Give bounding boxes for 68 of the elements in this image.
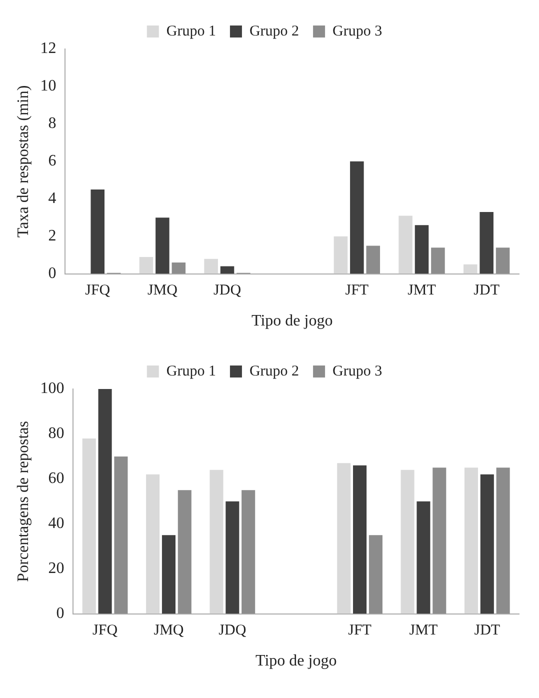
- bar: [334, 236, 348, 274]
- bar: [210, 470, 224, 614]
- bar: [178, 490, 192, 614]
- bar: [496, 248, 510, 274]
- bar: [463, 264, 478, 274]
- x-tick-label: JDT: [474, 282, 500, 299]
- bar: [162, 535, 176, 614]
- bar: [414, 225, 429, 274]
- bar: [398, 216, 412, 274]
- bar: [353, 465, 367, 614]
- bar: [146, 474, 160, 614]
- y-tick-label: 12: [40, 40, 56, 58]
- y-tick-label: 0: [48, 265, 56, 282]
- y-tick-label: 8: [48, 115, 56, 132]
- bar: [98, 389, 112, 614]
- bar: [464, 468, 478, 614]
- bar: [480, 212, 494, 274]
- y-axis-title: Porcentagens de repostas: [14, 420, 32, 582]
- bar: [220, 266, 234, 274]
- x-tick-label: JDT: [474, 622, 500, 639]
- legend-label: Grupo 1: [166, 363, 216, 380]
- x-tick-label: JMT: [409, 622, 438, 639]
- y-tick-label: 4: [48, 190, 56, 208]
- bar: [496, 468, 510, 614]
- bar: [226, 501, 240, 614]
- legend-label: Grupo 2: [249, 363, 300, 380]
- x-tick-label: JFQ: [85, 282, 110, 299]
- legend-label: Grupo 3: [332, 23, 382, 40]
- legend-label: Grupo 2: [249, 23, 300, 40]
- x-tick-label: JMQ: [147, 282, 178, 299]
- y-tick-label: 0: [56, 605, 64, 622]
- x-axis-title: Tipo de jogo: [252, 312, 333, 330]
- bar: [432, 468, 446, 614]
- bar: [156, 218, 170, 274]
- y-tick-label: 100: [40, 380, 64, 398]
- x-tick-label: JDQ: [218, 622, 246, 639]
- bar: [431, 248, 445, 274]
- y-tick-label: 80: [48, 425, 64, 442]
- bar: [90, 190, 105, 274]
- bar: [139, 256, 154, 274]
- y-axis-title: Taxa de respostas (min): [14, 85, 32, 238]
- y-tick-label: 6: [48, 152, 56, 170]
- x-tick-label: JFQ: [92, 622, 118, 639]
- x-tick-label: JMT: [408, 282, 436, 299]
- y-tick-label: 2: [48, 228, 56, 245]
- x-axis-title: Tipo de jogo: [256, 652, 337, 670]
- y-tick-label: 10: [40, 78, 56, 95]
- bar: [114, 456, 128, 614]
- y-tick-label: 40: [48, 515, 64, 532]
- bar: [366, 246, 380, 274]
- x-tick-label: JFT: [345, 282, 369, 299]
- bar: [400, 470, 414, 614]
- y-tick-label: 20: [48, 560, 64, 578]
- bar: [480, 474, 494, 614]
- bar: [204, 258, 218, 274]
- x-tick-label: JFT: [348, 622, 372, 639]
- bar: [350, 161, 364, 274]
- legend-label: Grupo 1: [166, 23, 216, 40]
- bar: [242, 490, 256, 614]
- x-tick-label: JMQ: [154, 622, 184, 639]
- bar: [416, 501, 430, 614]
- y-tick-label: 60: [48, 470, 64, 488]
- bar: [337, 463, 351, 614]
- bar: [82, 438, 96, 614]
- x-tick-label: JDQ: [214, 282, 242, 299]
- bar: [172, 262, 186, 274]
- legend-label: Grupo 3: [332, 363, 382, 380]
- bar: [368, 535, 382, 614]
